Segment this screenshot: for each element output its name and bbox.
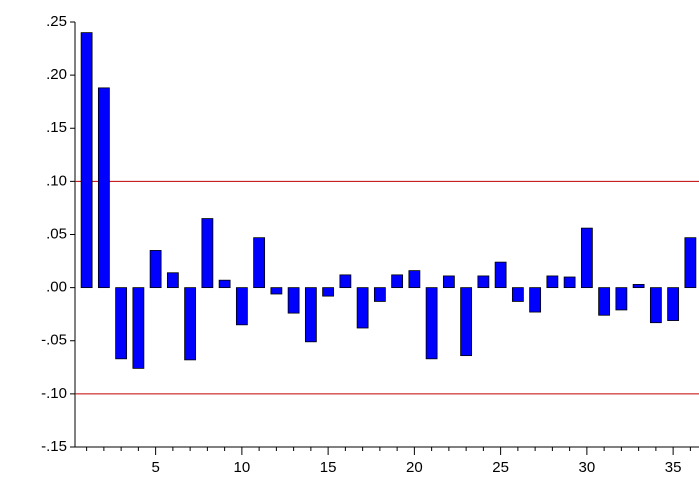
bar — [253, 237, 266, 289]
bar — [684, 237, 697, 289]
bar — [304, 287, 317, 343]
bar — [391, 274, 404, 289]
x-tick-label: 20 — [406, 459, 423, 476]
bar — [235, 287, 248, 326]
bar — [184, 287, 197, 361]
bar — [649, 287, 662, 324]
bar — [97, 87, 110, 289]
bar — [408, 270, 421, 289]
bar — [132, 287, 145, 369]
y-tick-label: .00 — [46, 279, 67, 296]
bar — [218, 279, 231, 289]
x-tick-label: 35 — [665, 459, 682, 476]
y-tick-label: .15 — [46, 119, 67, 136]
bar — [615, 287, 628, 311]
bar — [80, 32, 93, 289]
x-tick-label: 5 — [151, 459, 159, 476]
bar — [322, 287, 335, 297]
bar — [166, 272, 179, 289]
bar — [287, 287, 300, 314]
bar — [339, 274, 352, 289]
y-tick-label: .05 — [46, 225, 67, 242]
y-tick-label: -.15 — [41, 438, 67, 455]
bar — [546, 275, 559, 289]
bar — [356, 287, 369, 329]
bar — [425, 287, 438, 360]
y-tick-label: -.10 — [41, 385, 67, 402]
x-tick-label: 30 — [579, 459, 596, 476]
x-tick-label: 15 — [320, 459, 337, 476]
x-tick-label: 10 — [234, 459, 251, 476]
bar — [667, 287, 680, 321]
bar — [115, 287, 128, 360]
bar — [511, 287, 524, 302]
y-tick-label: .20 — [46, 66, 67, 83]
bar — [477, 275, 490, 289]
bar — [270, 287, 283, 295]
bar — [201, 218, 214, 289]
bar — [598, 287, 611, 316]
bar — [442, 275, 455, 289]
bar — [529, 287, 542, 313]
bar — [563, 276, 576, 289]
y-tick-label: .25 — [46, 13, 67, 30]
bar — [580, 227, 593, 289]
bar — [632, 284, 645, 289]
bar — [149, 250, 162, 289]
y-tick-label: -.05 — [41, 332, 67, 349]
y-tick-label: .10 — [46, 172, 67, 189]
bar — [460, 287, 473, 357]
bar — [373, 287, 386, 302]
bar — [494, 261, 507, 289]
x-tick-label: 25 — [492, 459, 509, 476]
